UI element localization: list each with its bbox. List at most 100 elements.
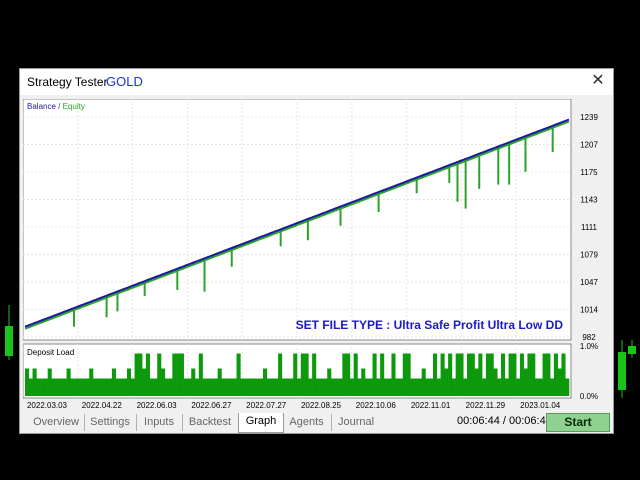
deposit-load-bar bbox=[436, 378, 441, 396]
deposit-load-bar bbox=[406, 353, 411, 396]
deposit-load-bar bbox=[111, 368, 116, 396]
tester-tabbar: 00:06:44 / 00:06:44 Start Overview Settin… bbox=[20, 412, 613, 433]
deposit-load-bar bbox=[108, 378, 113, 396]
deposit-load-bar bbox=[255, 378, 260, 396]
deposit-load-bar bbox=[168, 378, 173, 396]
legend-equity: Equity bbox=[63, 102, 85, 111]
deposit-load-bar bbox=[565, 378, 570, 396]
deposit-load-bar bbox=[47, 368, 52, 396]
deposit-load-bar bbox=[187, 378, 192, 396]
deposit-load-bar bbox=[512, 353, 517, 396]
tab-overview[interactable]: Overview bbox=[28, 414, 85, 431]
deposit-load-bar bbox=[489, 353, 494, 396]
background-candle-left bbox=[5, 305, 13, 360]
close-icon[interactable]: ✕ bbox=[591, 72, 605, 89]
deposit-load-bar bbox=[542, 353, 547, 396]
deposit-load-bar bbox=[134, 353, 139, 396]
deposit-load-bar bbox=[225, 378, 230, 396]
deposit-load-bar bbox=[553, 353, 558, 396]
deposit-load-bar bbox=[183, 378, 188, 396]
deposit-load-bar bbox=[153, 378, 158, 396]
deposit-load-bar bbox=[429, 378, 434, 396]
deposit-load-bar bbox=[331, 378, 336, 396]
deposit-load-bar bbox=[550, 378, 555, 396]
deposit-load-bar bbox=[451, 378, 456, 396]
deposit-load-bar bbox=[538, 378, 543, 396]
deposit-load-bar bbox=[77, 378, 82, 396]
deposit-load-bar bbox=[470, 353, 475, 396]
deposit-load-bar bbox=[387, 378, 392, 396]
date-x-axis: 2022.03.03 2022.04.22 2022.06.03 2022.06.27… bbox=[27, 401, 561, 410]
deposit-load-bar bbox=[365, 378, 370, 396]
deposit-load-bar bbox=[353, 353, 358, 396]
window-titlebar: Strategy Tester GOLD ✕ bbox=[20, 69, 613, 95]
x-tick-label: 2022.06.27 bbox=[191, 401, 232, 410]
x-tick-label: 2022.11.29 bbox=[466, 401, 506, 410]
deposit-load-bar bbox=[327, 368, 332, 396]
deposit-load-bar bbox=[149, 378, 154, 396]
deposit-load-bar bbox=[410, 378, 415, 396]
deposit-load-bar bbox=[349, 378, 354, 396]
deposit-load-bar bbox=[157, 353, 162, 396]
deposit-load-bar bbox=[232, 378, 237, 396]
deposit-load-bar bbox=[263, 368, 268, 396]
deposit-load-bar bbox=[561, 353, 566, 396]
deposit-load-bar bbox=[293, 353, 298, 396]
y-tick-label: 1143 bbox=[580, 196, 598, 205]
deposit-load-bar bbox=[448, 353, 453, 396]
tab-settings[interactable]: Settings bbox=[84, 414, 137, 431]
deposit-load-bar bbox=[138, 353, 143, 396]
tab-graph[interactable]: Graph bbox=[238, 413, 284, 433]
deposit-y-tick-label: 0.0% bbox=[580, 392, 598, 401]
deposit-load-bar bbox=[198, 353, 203, 396]
deposit-load-bar bbox=[104, 378, 109, 396]
deposit-load-bar bbox=[278, 353, 283, 396]
deposit-load-bar bbox=[240, 378, 245, 396]
deposit-load-bar bbox=[463, 378, 468, 396]
deposit-load-bar bbox=[482, 378, 487, 396]
deposit-load-bar bbox=[176, 353, 181, 396]
deposit-load-y-axis: 1.0% 0.0% bbox=[580, 342, 598, 401]
deposit-load-bar bbox=[504, 378, 509, 396]
deposit-load-bar bbox=[508, 353, 513, 396]
deposit-load-bar bbox=[36, 378, 41, 396]
deposit-load-bar bbox=[142, 368, 147, 396]
deposit-load-bar bbox=[304, 353, 309, 396]
strategy-tester-window: Strategy Tester GOLD ✕ 1239 1207 1175 1143 1… bbox=[19, 68, 614, 434]
deposit-load-bar bbox=[376, 378, 381, 396]
x-tick-label: 2022.03.03 bbox=[27, 401, 68, 410]
deposit-load-bar bbox=[74, 378, 79, 396]
y-tick-label: 1014 bbox=[580, 306, 598, 315]
deposit-load-bar bbox=[206, 378, 211, 396]
deposit-load-bar bbox=[274, 378, 279, 396]
deposit-load-bar bbox=[414, 378, 419, 396]
deposit-load-title: Deposit Load bbox=[27, 348, 74, 357]
deposit-load-bar bbox=[444, 368, 449, 396]
deposit-load-bar bbox=[164, 378, 169, 396]
x-tick-label: 2022.11.01 bbox=[411, 401, 451, 410]
tab-backtest[interactable]: Backtest bbox=[188, 416, 232, 428]
deposit-load-bar bbox=[85, 378, 90, 396]
y-tick-label: 982 bbox=[582, 333, 596, 342]
start-button[interactable]: Start bbox=[546, 413, 610, 432]
deposit-load-bar bbox=[115, 378, 120, 396]
x-tick-label: 2022.07.27 bbox=[246, 401, 287, 410]
deposit-load-bar bbox=[229, 378, 234, 396]
deposit-load-bar bbox=[308, 378, 313, 396]
deposit-load-bar bbox=[380, 353, 385, 396]
x-tick-label: 2022.08.25 bbox=[301, 401, 342, 410]
y-tick-label: 1111 bbox=[581, 223, 598, 232]
deposit-load-bar bbox=[459, 353, 464, 396]
tab-journal[interactable]: Journal bbox=[337, 416, 375, 428]
deposit-load-bar bbox=[312, 353, 317, 396]
y-tick-label: 1047 bbox=[580, 278, 598, 287]
deposit-load-bar bbox=[247, 378, 252, 396]
tab-agents[interactable]: Agents bbox=[282, 414, 332, 431]
x-tick-label: 2023.01.04 bbox=[520, 401, 561, 410]
deposit-load-bar bbox=[195, 378, 200, 396]
balance-series-line bbox=[24, 118, 570, 328]
deposit-load-bar bbox=[217, 368, 222, 396]
tab-inputs[interactable]: Inputs bbox=[136, 414, 183, 431]
deposit-load-bar bbox=[123, 378, 128, 396]
deposit-load-bar bbox=[368, 378, 373, 396]
